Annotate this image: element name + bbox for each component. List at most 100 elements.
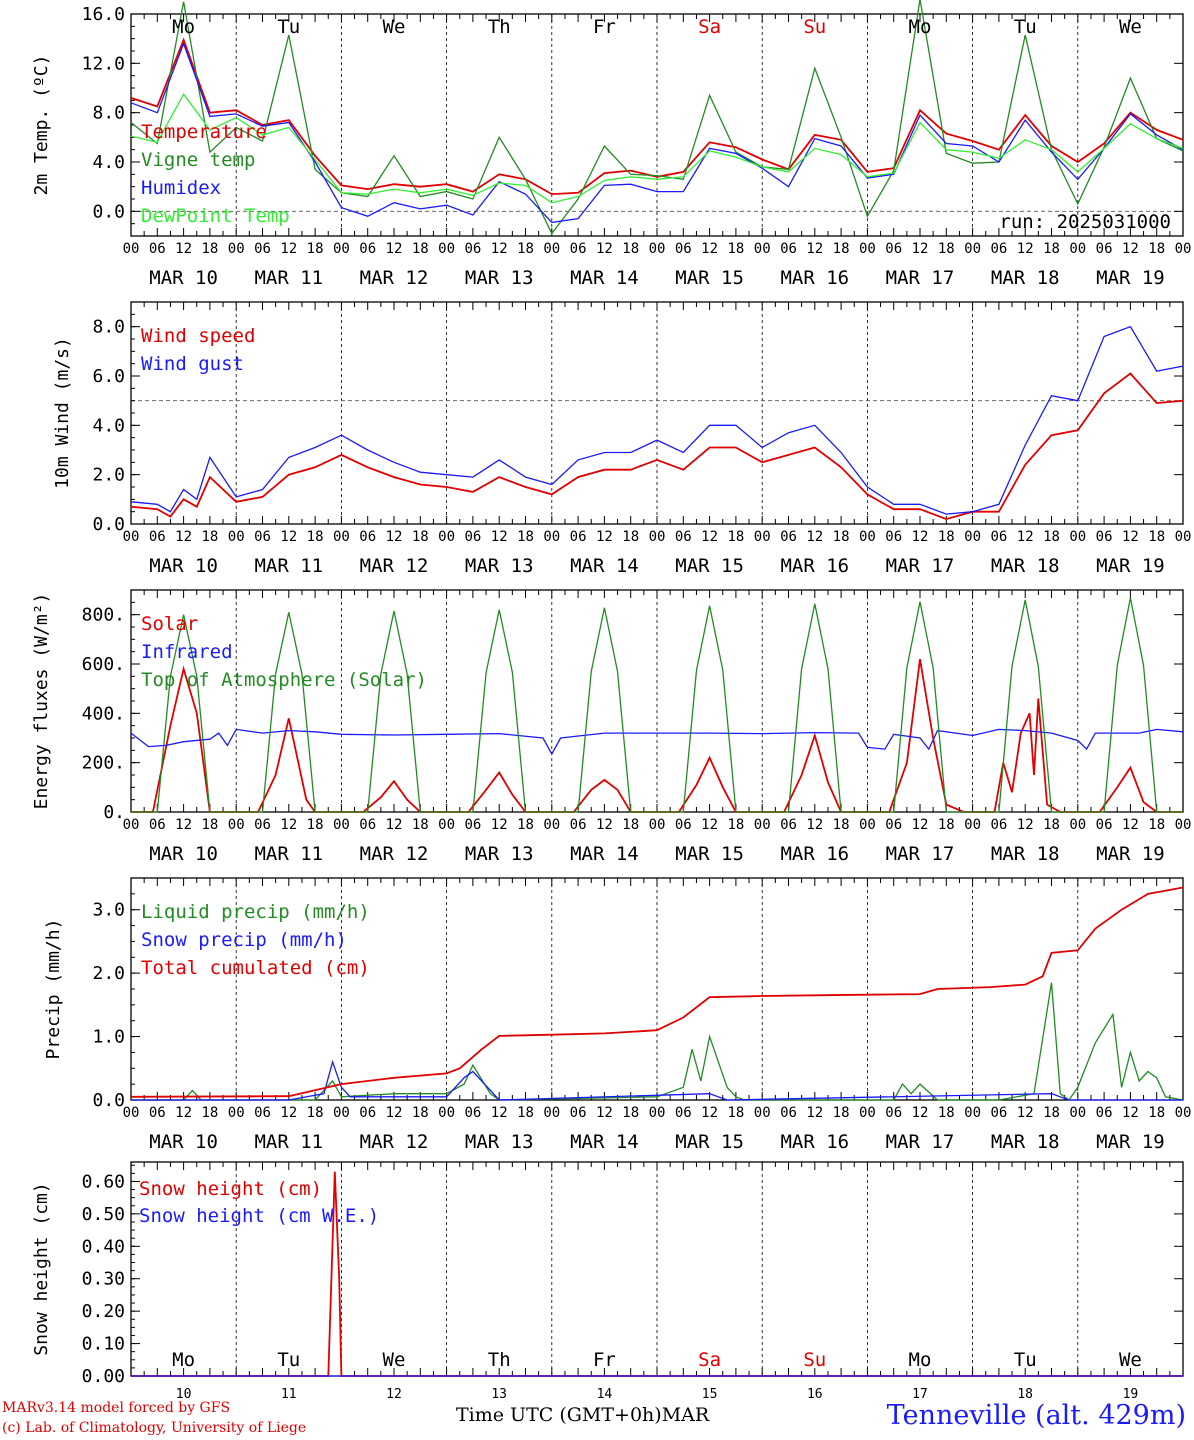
hour-label: 18 (1043, 241, 1060, 257)
legend-top-of-atmosphere-solar-: Top of Atmosphere (Solar) (141, 669, 427, 691)
hour-label: 12 (386, 529, 403, 545)
hour-label: 00 (123, 817, 140, 833)
hour-label: 06 (149, 529, 166, 545)
hour-label: 06 (780, 241, 797, 257)
hour-label: 18 (938, 817, 955, 833)
time-axis-label: Time UTC (GMT+0h) (456, 1404, 662, 1426)
y-tick-label: 600. (82, 654, 125, 675)
hour-label: 00 (543, 529, 560, 545)
weekday-label: We (383, 1349, 406, 1371)
legend-snow-height-cm-w-e-: Snow height (cm W.E.) (139, 1205, 379, 1227)
date-label: MAR 13 (465, 555, 534, 577)
hour-label: 12 (175, 529, 192, 545)
weekday-label: Th (488, 1349, 511, 1371)
weekday-label: Fr (593, 1349, 616, 1371)
hour-label: 06 (254, 817, 271, 833)
hour-label: 12 (1122, 1105, 1139, 1121)
hour-label: 06 (254, 529, 271, 545)
hour-label: 06 (675, 529, 692, 545)
date-label: MAR 13 (465, 267, 534, 289)
hour-label: 06 (359, 817, 376, 833)
date-label: MAR 14 (570, 267, 639, 289)
hour-label: 18 (833, 1105, 850, 1121)
y-axis-title: Precip (mm/h) (43, 919, 64, 1060)
hour-label: 00 (1175, 817, 1192, 833)
hour-label: 00 (754, 529, 771, 545)
series-line-vigne-temp (130, 0, 1184, 235)
hour-label: 12 (491, 817, 508, 833)
y-tick-label: 800. (82, 605, 125, 626)
series-line-wind-speed (130, 372, 1184, 521)
hour-label: 06 (359, 241, 376, 257)
y-tick-label: 4.0 (92, 415, 125, 436)
date-label: MAR 17 (886, 843, 955, 865)
y-tick-label: 2.0 (92, 963, 125, 984)
date-label: MAR 17 (886, 555, 955, 577)
hour-label: 06 (675, 817, 692, 833)
hour-label: 00 (859, 1105, 876, 1121)
y-tick-label: 0.20 (82, 1301, 125, 1322)
hour-label: 12 (1122, 241, 1139, 257)
hour-label: 06 (1096, 1105, 1113, 1121)
weekday-label: Sa (698, 1349, 721, 1371)
y-tick-label: 0.0 (92, 201, 125, 222)
hour-label: 00 (228, 817, 245, 833)
weekday-label: We (1119, 1349, 1142, 1371)
y-tick-label: 0.30 (82, 1269, 125, 1290)
hour-label: 12 (701, 1105, 718, 1121)
weekday-label: Tu (277, 1349, 300, 1371)
legend-vigne-temp: Vigne temp (141, 149, 255, 171)
day-number-label: 11 (281, 1387, 297, 1402)
hour-label: 18 (727, 817, 744, 833)
hour-label: 12 (596, 817, 613, 833)
hour-label: 00 (333, 1105, 350, 1121)
series-line-snow-height-cm- (131, 1171, 1183, 1377)
weekday-label: Tu (1014, 16, 1037, 38)
hour-label: 18 (727, 1105, 744, 1121)
hour-label: 18 (307, 241, 324, 257)
legend-infrared: Infrared (141, 641, 233, 663)
hour-label: 06 (570, 241, 587, 257)
date-label: MAR 18 (991, 843, 1060, 865)
hour-label: 00 (1175, 529, 1192, 545)
hour-label: 06 (570, 817, 587, 833)
date-label: MAR 16 (780, 1131, 849, 1153)
legend-liquid-precip-mm-h-: Liquid precip (mm/h) (141, 901, 370, 923)
date-label: MAR 12 (360, 267, 429, 289)
hour-label: 18 (412, 529, 429, 545)
hour-label: 18 (517, 1105, 534, 1121)
hour-label: 00 (964, 241, 981, 257)
date-label: MAR 15 (675, 555, 744, 577)
hour-label: 12 (596, 1105, 613, 1121)
hour-label: 12 (596, 241, 613, 257)
date-label: MAR 16 (780, 555, 849, 577)
weekday-label: Tu (277, 16, 300, 38)
hour-label: 06 (990, 241, 1007, 257)
date-label: MAR 18 (991, 555, 1060, 577)
hour-label: 18 (938, 1105, 955, 1121)
hour-label: 06 (885, 529, 902, 545)
y-tick-label: 0.0 (92, 514, 125, 535)
hour-label: 18 (517, 529, 534, 545)
hour-label: 00 (649, 817, 666, 833)
hour-label: 00 (123, 1105, 140, 1121)
hour-label: 18 (1043, 529, 1060, 545)
hour-label: 06 (254, 241, 271, 257)
date-label: MAR 14 (570, 843, 639, 865)
hour-label: 00 (964, 817, 981, 833)
hour-label: 00 (649, 1105, 666, 1121)
hour-label: 18 (307, 529, 324, 545)
y-tick-label: 4.0 (92, 152, 125, 173)
weekday-label: Th (488, 16, 511, 38)
hour-label: 18 (1148, 1105, 1165, 1121)
hour-label: 18 (1043, 817, 1060, 833)
hour-label: 06 (1096, 529, 1113, 545)
hour-label: 00 (228, 1105, 245, 1121)
hour-label: 06 (885, 817, 902, 833)
hour-label: 18 (622, 241, 639, 257)
legend-temperature: Temperature (141, 121, 267, 143)
hour-label: 00 (649, 241, 666, 257)
hour-label: 18 (1043, 1105, 1060, 1121)
hour-label: 12 (386, 817, 403, 833)
